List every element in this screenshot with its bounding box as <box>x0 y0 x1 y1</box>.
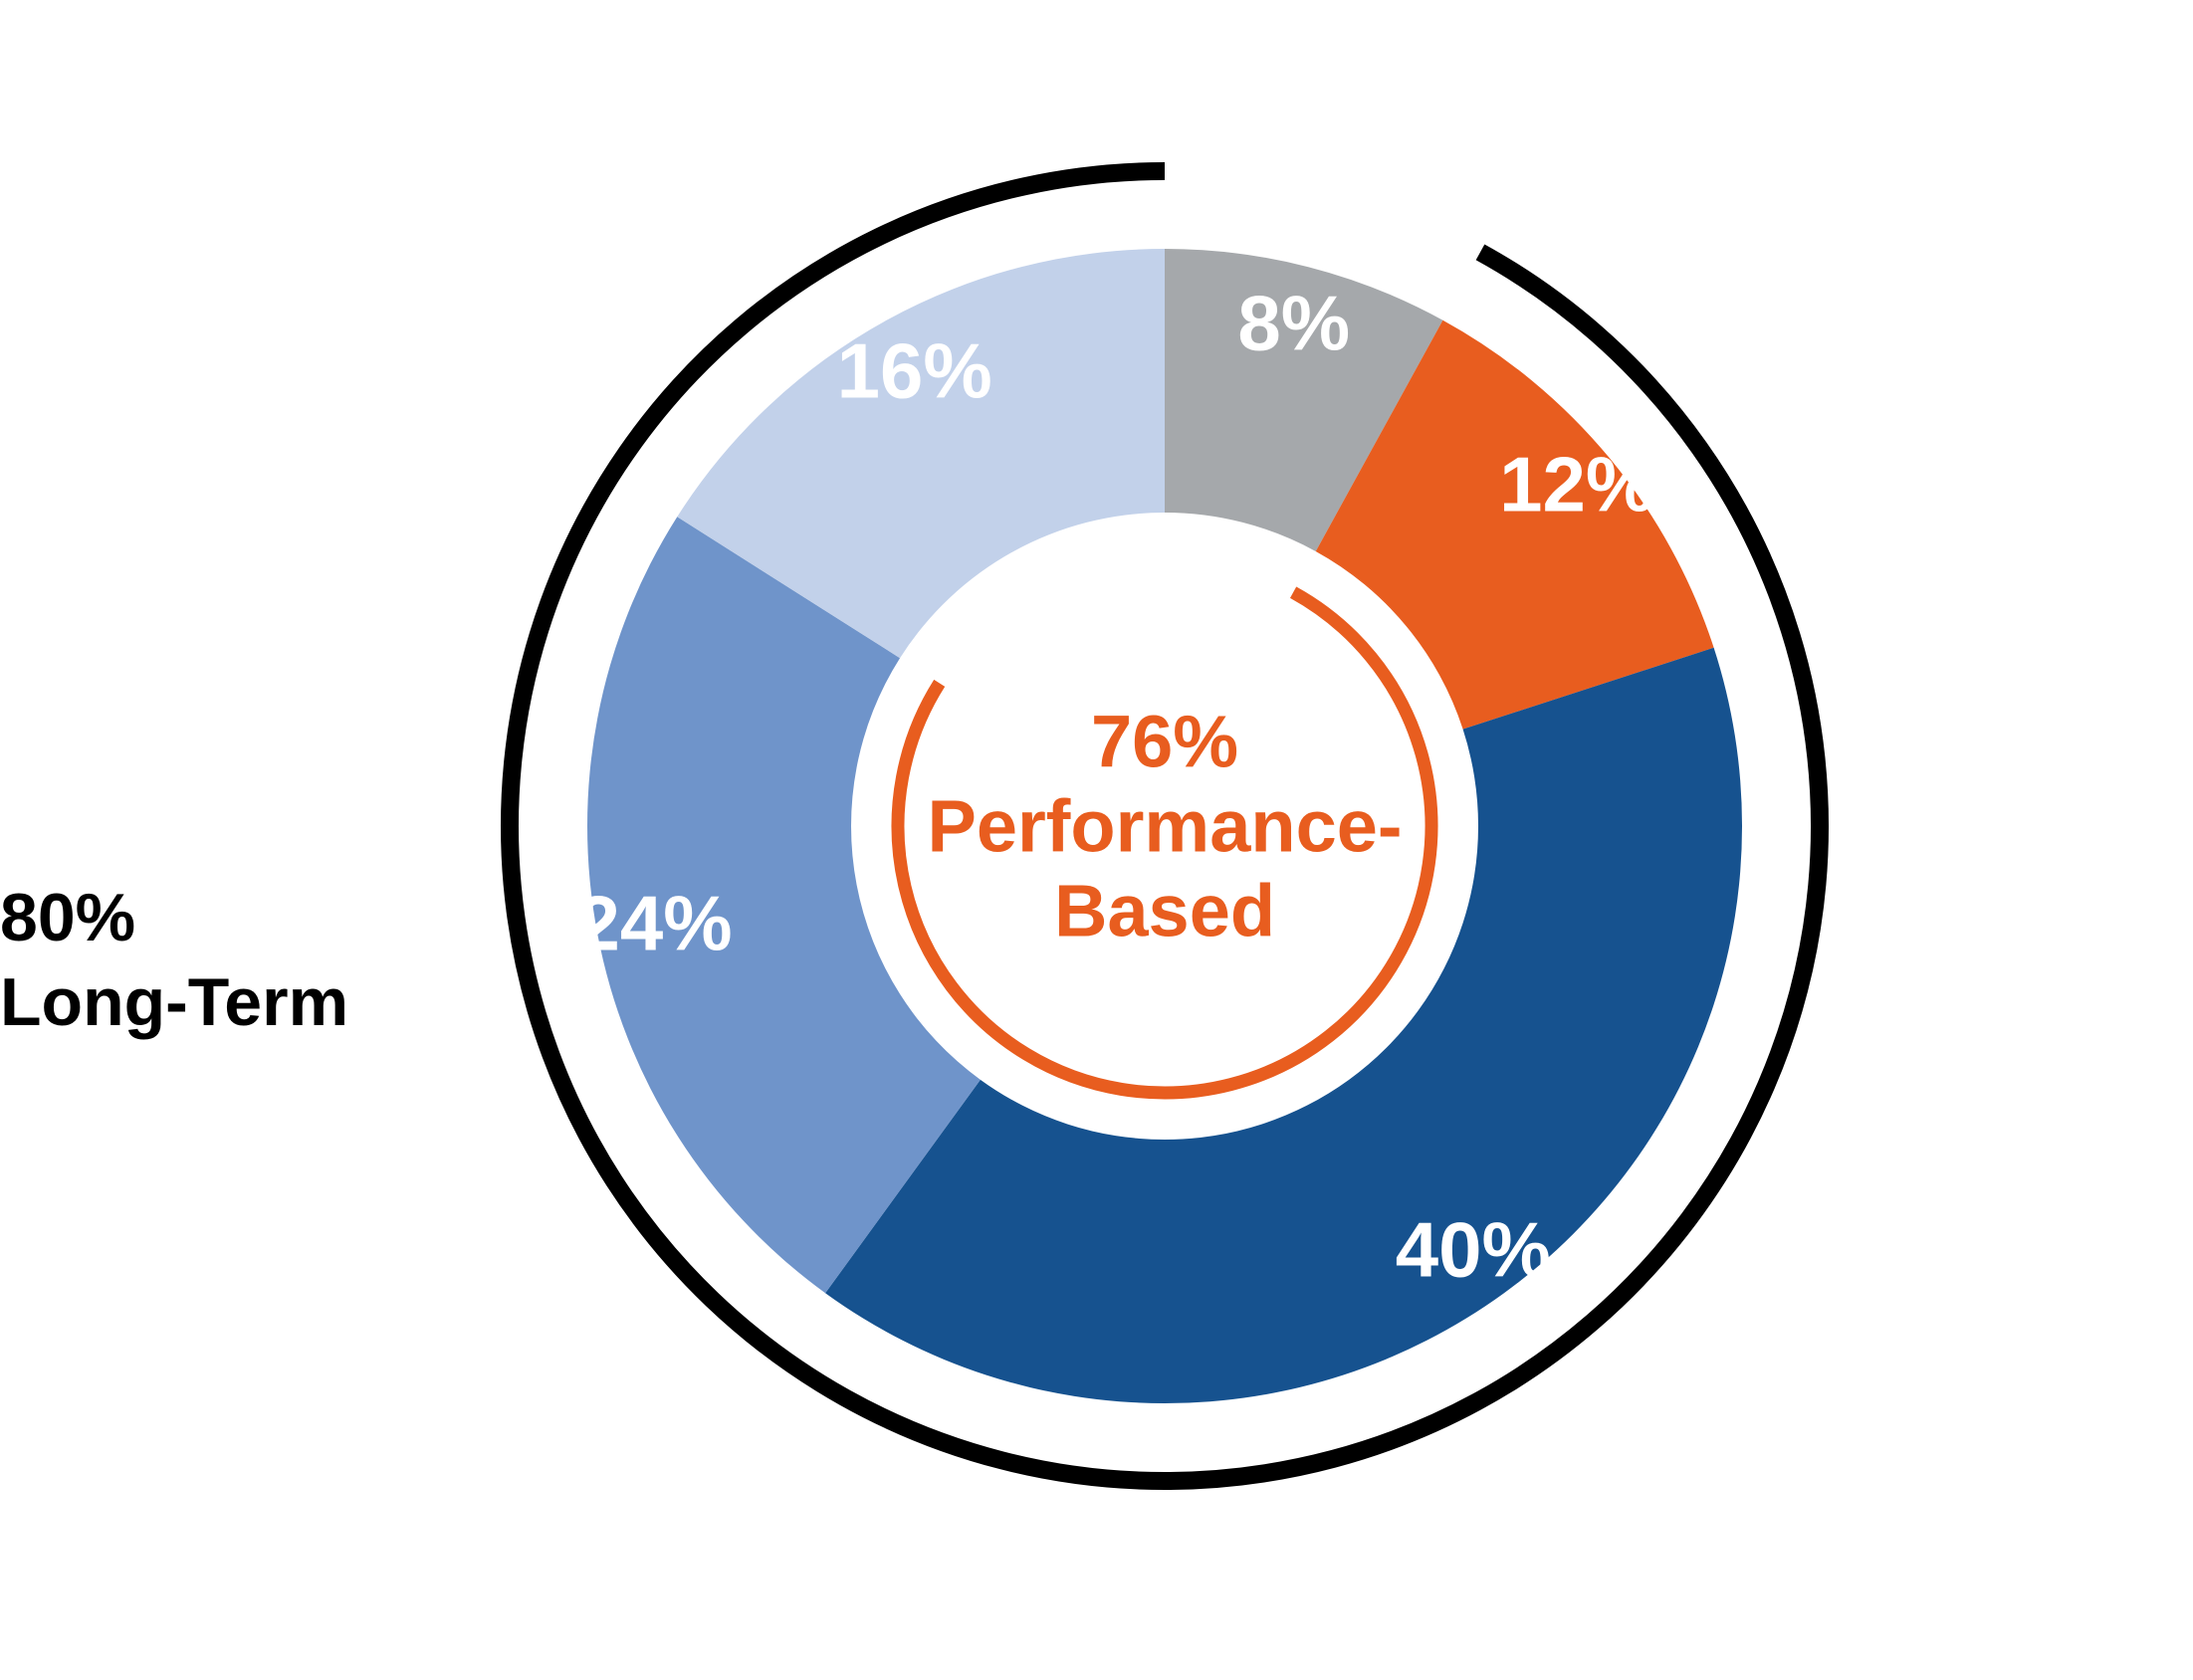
donut-chart-container: 76% Performance- Based 8% 12% 40% 24% 16% <box>418 80 1911 1573</box>
side-label-line1: 80% <box>0 880 135 955</box>
slice-label: 12% <box>1499 440 1654 530</box>
chart-center-label: 76% Performance- Based <box>866 699 1463 952</box>
slice-label: 24% <box>576 878 732 968</box>
center-label-line3: Based <box>1054 870 1275 952</box>
chart-side-label: 80% Long-Term <box>0 876 348 1045</box>
slice-label: 16% <box>837 325 992 416</box>
side-label-line2: Long-Term <box>0 964 348 1040</box>
slice-label: 40% <box>1396 1205 1551 1296</box>
center-label-line1: 76% <box>1091 700 1238 782</box>
center-label-line2: Performance- <box>927 784 1402 867</box>
slice-label: 8% <box>1237 278 1350 368</box>
